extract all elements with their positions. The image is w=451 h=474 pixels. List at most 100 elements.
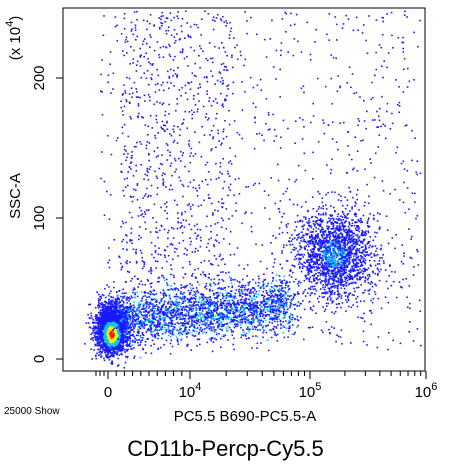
event-dot: [187, 332, 190, 334]
event-dot: [110, 362, 112, 364]
event-dot: [165, 29, 167, 32]
event-dot: [139, 335, 142, 337]
event-dot: [270, 177, 272, 179]
event-dot: [109, 348, 112, 351]
event-dot: [154, 333, 156, 336]
event-dot: [242, 313, 245, 316]
event-dot: [193, 297, 195, 300]
event-dot: [250, 311, 253, 314]
event-dot: [203, 314, 205, 316]
event-dot: [102, 344, 105, 347]
event-dot: [101, 314, 104, 317]
event-dot: [229, 160, 232, 162]
event-dot: [205, 331, 208, 334]
event-dot: [123, 326, 126, 329]
event-dot: [157, 313, 160, 316]
event-dot: [235, 304, 238, 307]
event-dot: [363, 120, 366, 122]
event-dot: [109, 312, 111, 314]
event-dot: [194, 321, 197, 323]
event-dot: [394, 247, 396, 250]
event-dot: [212, 100, 215, 102]
event-dot: [356, 189, 359, 191]
event-dot: [164, 307, 167, 310]
event-dot: [218, 294, 220, 297]
event-dot: [124, 340, 126, 343]
event-dot: [355, 16, 358, 19]
event-dot: [416, 328, 419, 330]
event-dot: [276, 274, 278, 276]
event-dot: [115, 306, 117, 309]
event-dot: [236, 44, 238, 46]
event-dot: [188, 332, 191, 334]
event-dot: [408, 80, 411, 83]
event-dot: [104, 330, 106, 333]
event-dot: [259, 329, 261, 331]
event-dot: [252, 298, 254, 300]
event-dot: [246, 275, 248, 277]
event-dot: [144, 315, 147, 318]
event-dot: [336, 39, 338, 41]
event-dot: [276, 340, 279, 342]
event-dot: [303, 152, 306, 155]
event-dot: [156, 320, 159, 322]
event-dot: [328, 39, 330, 41]
event-dot: [241, 301, 243, 304]
event-dot: [164, 256, 166, 258]
event-dot: [255, 293, 258, 295]
event-dot: [117, 346, 120, 348]
event-dot: [351, 158, 353, 161]
event-dot: [120, 348, 123, 351]
event-dot: [126, 296, 129, 298]
event-dot: [111, 334, 113, 336]
event-dot: [106, 135, 109, 137]
event-dot: [121, 310, 123, 313]
event-dot: [285, 224, 288, 226]
event-dot: [229, 295, 231, 297]
event-dot: [297, 319, 300, 322]
event-dot: [264, 319, 267, 322]
event-dot: [403, 252, 405, 254]
event-dot: [119, 325, 121, 328]
event-dot: [163, 314, 165, 316]
event-dot: [232, 66, 234, 69]
event-dot: [163, 324, 166, 326]
event-dot: [111, 351, 114, 354]
event-dot: [271, 280, 274, 282]
event-dot: [113, 286, 115, 289]
event-dot: [286, 311, 288, 314]
event-dot: [188, 111, 191, 113]
event-dot: [151, 299, 154, 301]
event-dot: [410, 238, 412, 240]
event-dot: [270, 304, 273, 307]
event-dot: [267, 282, 269, 285]
event-dot: [157, 312, 159, 315]
event-dot: [220, 346, 222, 348]
event-dot: [104, 325, 107, 327]
event-dot: [256, 347, 258, 349]
event-dot: [110, 307, 113, 310]
event-dot: [180, 308, 183, 311]
event-dot: [334, 16, 337, 18]
event-dot: [135, 315, 137, 317]
event-dot: [152, 293, 154, 296]
event-dot: [173, 29, 176, 31]
event-dot: [186, 297, 188, 300]
event-dot: [99, 348, 102, 350]
event-dot: [134, 318, 136, 321]
event-dot: [122, 335, 124, 338]
event-dot: [219, 320, 221, 323]
event-dot: [361, 32, 364, 34]
event-dot: [288, 198, 291, 201]
event-dot: [351, 206, 353, 208]
event-dot: [230, 282, 233, 284]
event-dot: [176, 329, 179, 331]
event-dot: [268, 299, 270, 301]
event-dot: [273, 302, 276, 304]
event-dot: [114, 320, 116, 322]
event-dot: [250, 212, 253, 214]
event-dot: [205, 285, 207, 287]
event-dot: [99, 350, 102, 352]
event-dot: [184, 322, 186, 325]
event-dot: [261, 302, 263, 305]
